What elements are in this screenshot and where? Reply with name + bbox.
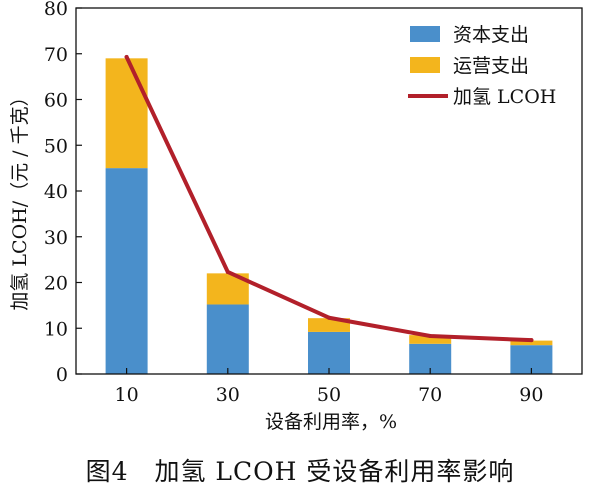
legend-label-2: 加氢 LCOH — [453, 86, 556, 108]
y-axis-title: 加氢 LCOH/（元 / 千克） — [9, 87, 31, 310]
x-tick-label-10: 10 — [115, 384, 139, 406]
x-tick-label-30: 30 — [216, 384, 240, 406]
lcoh-point-50 — [327, 315, 331, 320]
y-tick-label-80: 80 — [44, 0, 68, 20]
lcoh-point-90 — [529, 338, 534, 343]
y-tick-label-20: 20 — [44, 273, 68, 295]
plot-area — [105, 54, 553, 374]
bar-capex-10 — [105, 168, 148, 374]
legend-item-2: 加氢 LCOH — [408, 86, 556, 108]
x-tick-label-90: 90 — [519, 384, 543, 406]
y-tick-label-50: 50 — [44, 135, 68, 157]
bar-capex-50 — [308, 331, 350, 374]
legend-label-0: 资本支出 — [453, 24, 529, 46]
y-tick-label-60: 60 — [44, 90, 68, 112]
bar-opex-70 — [409, 335, 452, 344]
legend-swatch-1 — [410, 57, 440, 73]
figure-caption: 图4 加氢 LCOH 受设备利用率影响 — [85, 457, 515, 486]
lcoh-point-10 — [124, 54, 129, 59]
y-tick-label-30: 30 — [44, 227, 68, 249]
lcoh-point-30 — [225, 269, 230, 274]
legend-item-1: 运营支出 — [410, 55, 529, 77]
lcoh-point-70 — [428, 334, 433, 339]
legend-label-1: 运营支出 — [453, 55, 529, 77]
bar-capex-30 — [206, 304, 249, 374]
y-tick-label-70: 70 — [44, 44, 68, 66]
x-tick-label-70: 70 — [418, 384, 442, 406]
legend-item-0: 资本支出 — [410, 24, 529, 46]
axes: 0 10 20 30 40 50 60 70 80 10 30 50 70 90 — [44, 0, 544, 406]
y-tick-label-40: 40 — [44, 181, 68, 203]
x-tick-label-50: 50 — [317, 384, 341, 406]
bar-opex-10 — [105, 58, 148, 169]
x-axis-title: 设备利用率，% — [265, 411, 397, 433]
y-tick-label-10: 10 — [44, 318, 68, 340]
legend-swatch-0 — [410, 26, 440, 42]
bar-opex-90 — [510, 340, 553, 346]
y-tick-label-0: 0 — [56, 364, 68, 386]
